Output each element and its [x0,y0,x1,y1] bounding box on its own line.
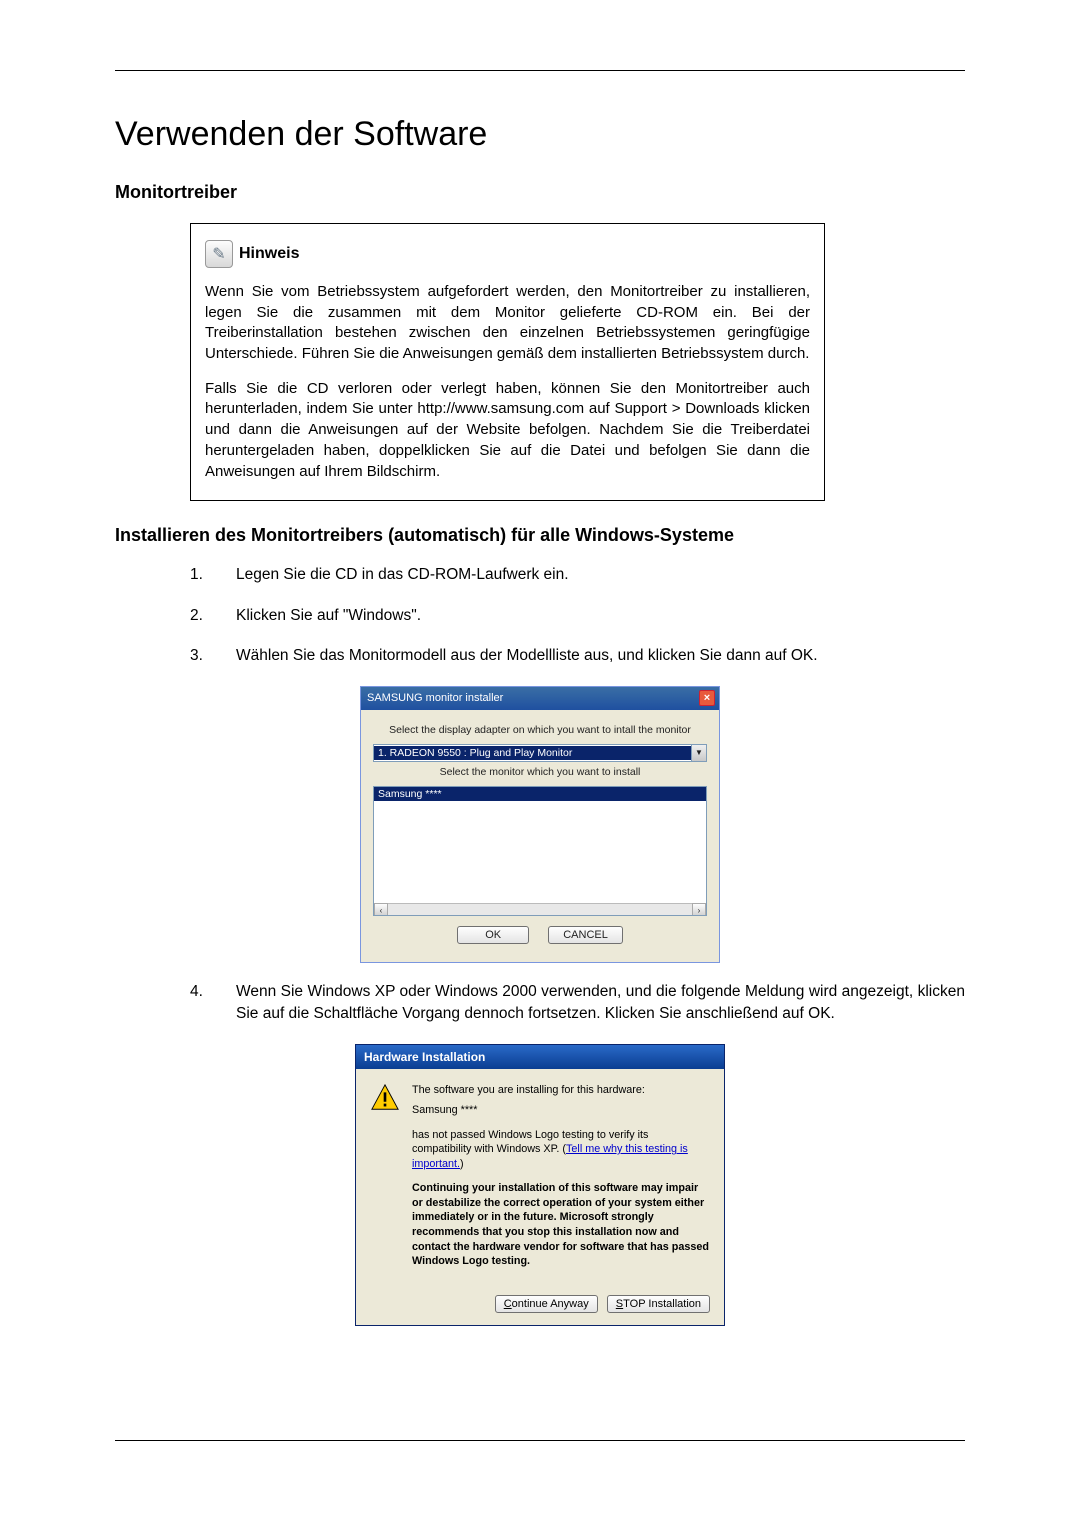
note-paragraph-1: Wenn Sie vom Betriebssystem aufgefordert… [205,282,810,365]
horizontal-scrollbar[interactable]: ‹ › [374,903,706,916]
continue-anyway-button[interactable]: Continue Anyway [495,1295,598,1313]
adapter-select[interactable]: 1. RADEON 9550 : Plug and Play Monitor ▼ [373,744,707,762]
step-number: 2. [190,605,212,627]
warning-icon [370,1083,400,1113]
scroll-left-icon[interactable]: ‹ [374,903,388,916]
note-icon: ✎ [205,240,233,268]
hardware-warning-dialog: Hardware Installation The software you a… [355,1044,725,1326]
install-steps-cont: 4. Wenn Sie Windows XP oder Windows 2000… [190,981,965,1026]
step-number: 4. [190,981,212,1026]
monitor-selected-item[interactable]: Samsung **** [374,787,706,801]
monitor-label: Select the monitor which you want to ins… [373,766,707,778]
bottom-divider [115,1440,965,1441]
step-text: Klicken Sie auf "Windows". [236,605,965,627]
top-divider [115,70,965,71]
warning-line1: The software you are installing for this… [412,1083,710,1098]
step-1: 1. Legen Sie die CD in das CD-ROM-Laufwe… [190,564,965,586]
section-heading: Monitortreiber [115,182,965,203]
installer-dialog: SAMSUNG monitor installer × Select the d… [360,686,720,963]
step-3: 3. Wählen Sie das Monitormodell aus der … [190,645,965,667]
step-number: 1. [190,564,212,586]
warning-bold: Continuing your installation of this sof… [412,1181,710,1268]
page-title: Verwenden der Software [115,115,965,154]
step-4: 4. Wenn Sie Windows XP oder Windows 2000… [190,981,965,1026]
note-box: ✎ Hinweis Wenn Sie vom Betriebssystem au… [190,223,825,501]
step-2: 2. Klicken Sie auf "Windows". [190,605,965,627]
note-title: Hinweis [239,245,299,263]
scroll-right-icon[interactable]: › [692,903,706,916]
chevron-down-icon[interactable]: ▼ [691,745,706,761]
ok-button[interactable]: OK [457,926,529,944]
step-text: Wenn Sie Windows XP oder Windows 2000 ve… [236,981,965,1026]
cancel-button[interactable]: CANCEL [548,926,623,944]
stop-installation-button[interactable]: STOP Installation [607,1295,710,1313]
close-icon[interactable]: × [699,690,715,706]
warning-text: The software you are installing for this… [412,1083,710,1279]
monitor-listbox[interactable]: Samsung **** ‹ › [373,786,707,916]
adapter-selected: 1. RADEON 9550 : Plug and Play Monitor [374,746,691,760]
adapter-label: Select the display adapter on which you … [373,724,707,736]
note-paragraph-2: Falls Sie die CD verloren oder verlegt h… [205,379,810,482]
step-text: Legen Sie die CD in das CD-ROM-Laufwerk … [236,564,965,586]
dialog-titlebar: Hardware Installation [356,1045,724,1069]
note-header: ✎ Hinweis [205,240,810,268]
dialog-titlebar: SAMSUNG monitor installer × [361,687,719,710]
warning-hardware-name: Samsung **** [412,1103,710,1118]
warning-line2: has not passed Windows Logo testing to v… [412,1128,710,1172]
install-heading: Installieren des Monitortreibers (automa… [115,525,965,546]
dialog-title-text: SAMSUNG monitor installer [367,692,503,704]
step-text: Wählen Sie das Monitormodell aus der Mod… [236,645,965,667]
install-steps: 1. Legen Sie die CD in das CD-ROM-Laufwe… [190,564,965,667]
step-number: 3. [190,645,212,667]
